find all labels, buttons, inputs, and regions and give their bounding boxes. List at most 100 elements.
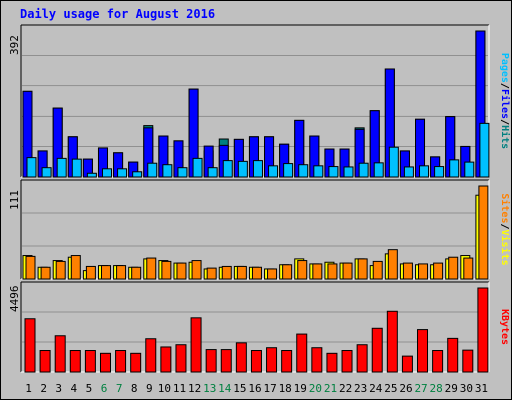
bar-sites-day-11: [176, 262, 187, 280]
bar-pages-day-25: [388, 146, 399, 178]
x-tick-label: 13: [203, 382, 216, 395]
bar-sites-day-9: [146, 257, 157, 280]
bar-sites-day-14: [221, 265, 232, 280]
bar-sites-day-10: [161, 260, 172, 280]
bar-kbytes-day-7: [115, 350, 127, 373]
bar-sites-day-2: [40, 266, 51, 280]
y-axis-label: Sites/Visits: [499, 193, 511, 265]
x-tick-label: 18: [279, 382, 292, 395]
y-max-label: 392: [8, 35, 21, 55]
bar-kbytes-day-1: [24, 318, 36, 373]
bar-kbytes-day-24: [371, 327, 383, 373]
x-tick-label: 17: [263, 382, 276, 395]
bar-pages-day-7: [117, 168, 128, 178]
x-tick-label: 27: [414, 382, 427, 395]
bar-sites-day-23: [357, 258, 368, 280]
y-axis-label-part: Pages: [499, 53, 510, 83]
bar-kbytes-day-21: [326, 352, 338, 373]
bar-kbytes-day-25: [386, 310, 398, 373]
bar-sites-day-6: [100, 265, 111, 280]
bar-pages-day-10: [162, 164, 173, 178]
x-tick-label: 26: [399, 382, 412, 395]
bar-sites-day-28: [433, 262, 444, 280]
bar-kbytes-day-26: [401, 355, 413, 373]
bar-pages-day-24: [373, 162, 384, 178]
bar-sites-day-3: [55, 260, 66, 280]
bar-sites-day-26: [402, 262, 413, 280]
bar-kbytes-day-10: [160, 346, 172, 373]
bar-kbytes-day-3: [54, 335, 66, 373]
x-tick-label: 29: [445, 382, 458, 395]
bar-pages-day-31: [479, 122, 490, 178]
x-tick-label: 12: [188, 382, 201, 395]
x-tick-label: 21: [324, 382, 337, 395]
bar-sites-day-20: [312, 263, 323, 280]
bar-kbytes-day-11: [175, 344, 187, 373]
x-tick-label: 4: [71, 382, 78, 395]
x-tick-label: 9: [146, 382, 153, 395]
bar-sites-day-17: [267, 268, 278, 280]
x-tick-label: 15: [233, 382, 246, 395]
x-tick-label: 19: [294, 382, 307, 395]
bar-sites-day-30: [463, 257, 474, 280]
x-tick-label: 14: [218, 382, 232, 395]
x-tick-label: 31: [475, 382, 488, 395]
bar-kbytes-day-17: [266, 347, 278, 373]
bar-pages-day-8: [132, 171, 143, 178]
y-axis-label-part: /: [499, 83, 510, 89]
bar-sites-day-18: [282, 264, 293, 280]
x-tick-label: 10: [158, 382, 171, 395]
bar-kbytes-day-30: [462, 349, 474, 373]
bar-pages-day-27: [419, 165, 430, 178]
x-tick-label: 20: [309, 382, 322, 395]
bar-sites-day-4: [70, 255, 81, 280]
bar-pages-day-22: [343, 166, 354, 178]
chart-title: Daily usage for August 2016: [20, 7, 216, 21]
bar-kbytes-day-27: [417, 329, 429, 373]
bar-kbytes-day-12: [190, 317, 202, 373]
x-tick-label: 6: [101, 382, 108, 395]
bar-pages-day-4: [71, 158, 82, 178]
bar-kbytes-day-18: [281, 350, 293, 373]
bar-pages-day-21: [328, 166, 339, 178]
bar-kbytes-day-31: [477, 287, 489, 373]
bar-kbytes-day-8: [130, 352, 142, 373]
bar-sites-day-5: [85, 265, 96, 280]
bar-kbytes-day-9: [145, 338, 157, 373]
y-axis-label-part: /: [499, 223, 510, 229]
bar-kbytes-day-2: [39, 350, 51, 373]
y-max-label: 111: [8, 190, 21, 210]
bar-pages-day-3: [56, 157, 67, 178]
x-tick-label: 11: [173, 382, 186, 395]
bar-sites-day-16: [251, 266, 262, 280]
bar-sites-day-29: [448, 256, 459, 280]
bar-pages-day-16: [252, 160, 263, 178]
x-tick-label: 8: [131, 382, 138, 395]
bar-sites-day-21: [327, 263, 338, 280]
bar-kbytes-day-13: [205, 349, 217, 373]
x-tick-label: 1: [25, 382, 32, 395]
x-tick-label: 25: [384, 382, 397, 395]
bar-kbytes-day-19: [296, 333, 308, 373]
bar-pages-day-1: [26, 157, 37, 178]
bar-pages-day-26: [403, 166, 414, 178]
y-axis-label-part: /: [499, 119, 510, 125]
bar-kbytes-day-20: [311, 347, 323, 373]
y-axis-label-part: Hits: [499, 125, 511, 149]
x-tick-label: 3: [55, 382, 62, 395]
bar-sites-day-13: [206, 267, 217, 280]
bar-pages-day-13: [207, 167, 218, 178]
bar-kbytes-day-15: [235, 342, 247, 373]
bar-pages-day-11: [177, 167, 188, 178]
y-axis-label-part: KBytes: [499, 309, 510, 345]
x-tick-label: 24: [369, 382, 383, 395]
bar-sites-day-1: [25, 255, 36, 280]
panel-bg: [21, 180, 489, 279]
x-tick-label: 28: [430, 382, 443, 395]
x-tick-label: 16: [248, 382, 261, 395]
bar-pages-day-12: [192, 157, 203, 178]
bar-pages-day-18: [283, 163, 294, 178]
bar-sites-day-19: [297, 260, 308, 280]
bar-pages-day-28: [434, 166, 445, 178]
